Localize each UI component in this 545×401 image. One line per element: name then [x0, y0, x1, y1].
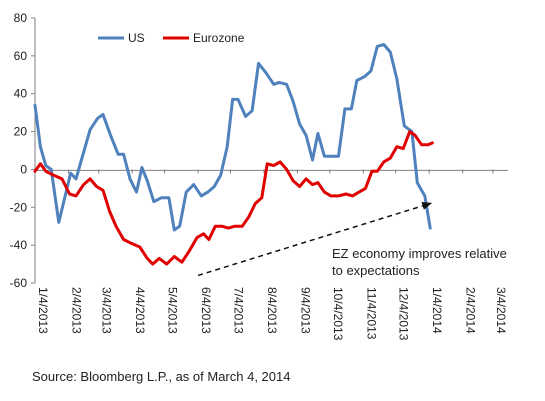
- x-tick-label: 7/4/2013: [231, 287, 245, 334]
- source-note: Source: Bloomberg L.P., as of March 4, 2…: [32, 369, 291, 384]
- x-tick-label: 2/4/2014: [464, 287, 478, 334]
- y-tick-label: -60: [10, 276, 28, 290]
- x-axis-ticks: 1/4/2013 2/4/2013 3/4/2013 4/4/2013 5/4/2013…: [34, 169, 508, 341]
- y-tick-label: 40: [14, 87, 28, 101]
- y-axis: -60 -40 -20 0 20 40 60 80: [10, 11, 36, 290]
- x-tick-label: 3/4/2013: [100, 287, 114, 334]
- x-tick-label: 1/4/2014: [430, 287, 444, 334]
- series-line-us: [33, 43, 432, 232]
- y-tick-label: -20: [10, 200, 28, 214]
- series-line-eurozone: [33, 130, 434, 266]
- x-axis: 1/4/2013 2/4/2013 3/4/2013 4/4/2013 5/4/2013…: [34, 169, 508, 341]
- series-layer: [33, 43, 434, 266]
- x-tick-label: 10/4/2013: [331, 287, 345, 341]
- y-tick-label: -40: [10, 238, 28, 252]
- y-tick-label: 0: [20, 162, 27, 176]
- x-tick-label: 12/4/2013: [397, 287, 411, 341]
- x-tick-label: 5/4/2013: [166, 287, 180, 334]
- y-tick-label: 80: [14, 11, 28, 25]
- x-tick-label: 11/4/2013: [364, 287, 378, 340]
- y-axis-ticks: -60 -40 -20 0 20 40 60 80: [10, 11, 35, 290]
- annotation-arrow: [197, 202, 433, 277]
- x-tick-label: 9/4/2013: [298, 287, 312, 334]
- x-tick-label: 3/4/2014: [494, 287, 508, 334]
- legend-label-us: US: [128, 31, 145, 45]
- x-tick-label: 1/4/2013: [36, 287, 50, 334]
- annotation-text-line2: to expectations: [332, 263, 420, 278]
- legend: US Eurozone: [98, 31, 245, 45]
- annotation-text-line1: EZ economy improves relative: [332, 246, 507, 261]
- legend-label-eurozone: Eurozone: [193, 31, 245, 45]
- y-tick-label: 20: [14, 125, 28, 139]
- annotation: EZ economy improves relative to expectat…: [197, 202, 507, 278]
- x-tick-label: 4/4/2013: [133, 287, 147, 334]
- x-tick-label: 8/4/2013: [265, 287, 279, 334]
- y-tick-label: 60: [14, 49, 28, 63]
- x-tick-label: 6/4/2013: [199, 287, 213, 334]
- x-tick-label: 2/4/2013: [69, 287, 83, 334]
